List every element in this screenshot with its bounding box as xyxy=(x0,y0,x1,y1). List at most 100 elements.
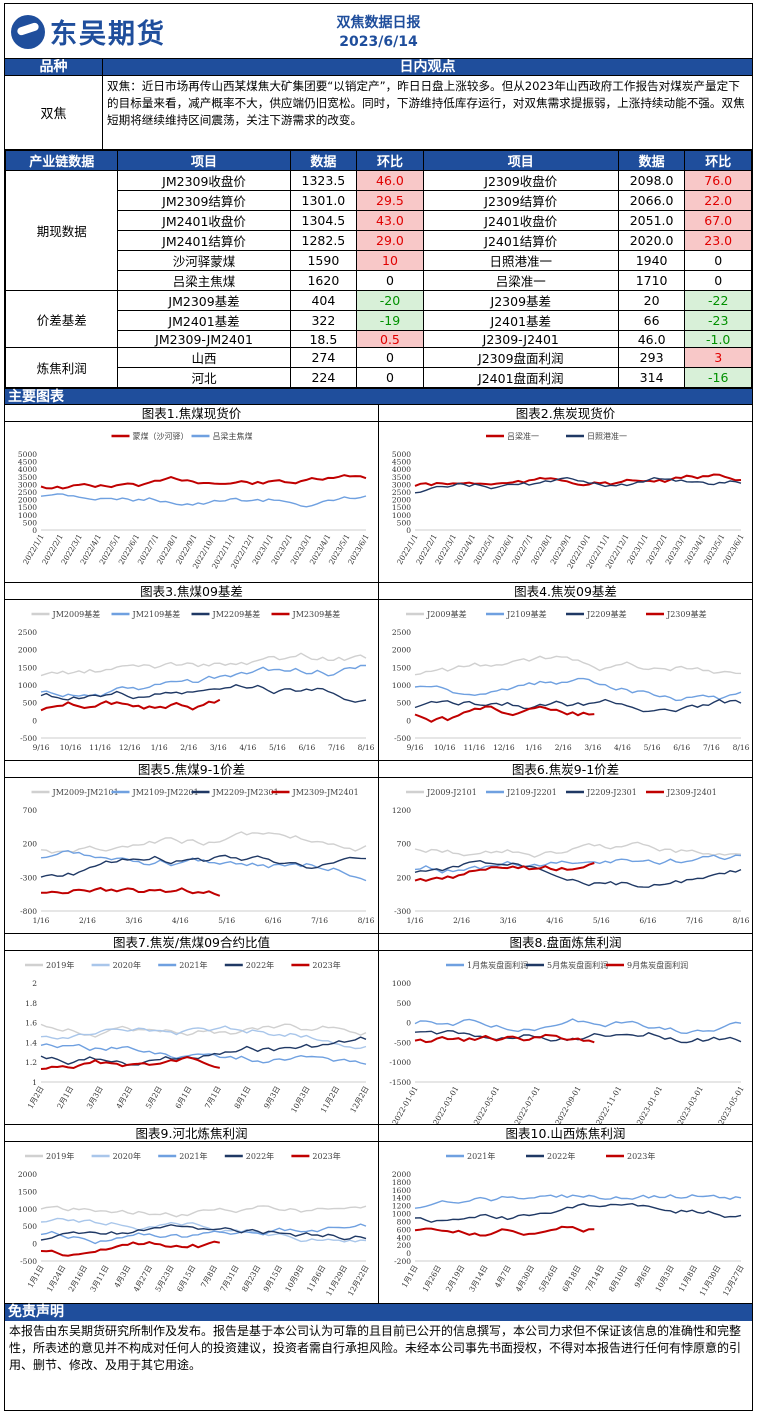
legend-label: JM2009基差 xyxy=(52,609,101,619)
table-row: 沙河驿蒙煤 1590 10 日照港准一 1940 0 xyxy=(6,250,752,271)
view-header-bar: 品种 日内观点 xyxy=(5,59,752,76)
legend-label: 吕梁主焦煤 xyxy=(213,431,253,441)
table-group-label: 价差基差 xyxy=(4,289,119,349)
chart-panel: 图表2.焦炭现货价 吕梁准一 日照港准一 5000 4500 4000 3500 3000 25… xyxy=(378,405,752,583)
series-line xyxy=(40,1043,367,1066)
x-tick-label: 2/16 xyxy=(180,743,197,752)
x-tick-label: 9月6日 xyxy=(633,1264,653,1290)
legend-label: 2022年 xyxy=(547,1151,575,1161)
report-page: 东吴期货 双焦数据日报 2023/6/14 品种 日内观点 双焦 双焦：近日市场… xyxy=(4,3,753,1411)
chart-title: 图表3.焦煤09基差 xyxy=(5,583,378,601)
table-cell: J2309盘面利润 xyxy=(422,347,619,369)
legend-label: 2019年 xyxy=(46,1151,74,1161)
legend-label: JM2209基差 xyxy=(212,609,261,619)
x-tick-label: 9/16 xyxy=(407,743,424,752)
x-tick-label: 2月19日 xyxy=(444,1264,466,1294)
x-tick-label: 4月2日 xyxy=(114,1085,134,1111)
x-tick-label: 3/16 xyxy=(584,743,601,752)
y-tick-label: 1000 xyxy=(392,1210,411,1219)
legend-label: J2109-J2201 xyxy=(506,788,557,797)
x-tick-label: 8月10日 xyxy=(607,1264,629,1294)
y-tick-label: 1 xyxy=(32,1078,37,1087)
series-line xyxy=(414,1226,595,1237)
x-tick-label: 10/16 xyxy=(60,743,82,752)
table-cell: J2309基差 xyxy=(422,290,619,311)
table-cell: 10 xyxy=(356,250,424,271)
chart-title: 图表8.盘面炼焦利润 xyxy=(379,934,752,952)
x-tick-label: 6/16 xyxy=(265,916,282,925)
y-tick-label: 1.4 xyxy=(25,1039,37,1048)
x-tick-label: 8/16 xyxy=(733,916,750,925)
table-row: 吕梁主焦煤 1620 0 吕梁准一 1710 0 xyxy=(6,270,752,291)
chart-plot: 蒙煤（沙河驿） 吕梁主焦煤5000450040003500300025002000… xyxy=(18,431,371,570)
x-tick-label: 3/16 xyxy=(125,916,142,925)
chart-panel: 图表9.河北炼焦利润 2019年 2020年 2021年 2022年 2023年 2000 1… xyxy=(5,1125,378,1303)
series-line xyxy=(414,1030,742,1044)
series-line xyxy=(414,860,742,889)
x-tick-label: 5/16 xyxy=(593,916,610,925)
y-tick-label: 1000 xyxy=(392,979,411,988)
series-line xyxy=(414,854,742,874)
chart-plot: 2019年 2020年 2021年 2022年 2023年 2000 1500 1000 500… xyxy=(18,1151,371,1298)
table-cell: 河北 xyxy=(117,367,291,389)
legend-label: J2309-J2401 xyxy=(666,788,717,797)
series-line xyxy=(414,1203,742,1224)
x-tick-label: 7/16 xyxy=(703,743,720,752)
table-cell: 日照港准一 xyxy=(422,250,619,271)
table-header-cell: 产业链数据 xyxy=(4,150,119,171)
table-cell: 46.0 xyxy=(617,329,686,349)
table-cell: 吕梁准一 xyxy=(422,270,619,291)
table-cell: 1282.5 xyxy=(289,230,358,251)
y-tick-label: 800 xyxy=(397,1218,412,1227)
table-cell: 322 xyxy=(289,310,358,331)
series-line xyxy=(414,1034,595,1044)
x-tick-label: 9月15日 xyxy=(262,1264,284,1294)
x-tick-label: 1月1日 xyxy=(400,1264,420,1290)
x-tick-label: 5/16 xyxy=(644,743,661,752)
y-tick-label: 2500 xyxy=(392,488,411,497)
x-tick-label: 3/16 xyxy=(500,916,517,925)
table-cell: 29.5 xyxy=(356,190,424,211)
y-tick-label: 500 xyxy=(397,519,412,528)
table-cell: 293 xyxy=(617,347,686,369)
table-cell: J2401收盘价 xyxy=(422,210,619,231)
y-tick-label: -200 xyxy=(394,1257,411,1266)
y-tick-label: -500 xyxy=(394,1039,411,1048)
table-cell: 1301.0 xyxy=(289,190,358,211)
series-line xyxy=(40,1217,367,1243)
series-line xyxy=(40,1224,367,1241)
y-tick-label: 2000 xyxy=(392,496,411,505)
table-cell: -16 xyxy=(684,367,752,389)
legend-label: JM2309基差 xyxy=(292,609,341,619)
y-tick-label: 1400 xyxy=(392,1194,411,1203)
chart-row: 图表9.河北炼焦利润 2019年 2020年 2021年 2022年 2023年 2000 1… xyxy=(5,1125,752,1305)
series-line xyxy=(40,652,367,677)
x-tick-label: 5月2日 xyxy=(144,1085,164,1111)
table-header-cell: 数据 xyxy=(617,150,686,171)
table-cell: 2020.0 xyxy=(617,230,686,251)
table-cell: 3 xyxy=(684,347,752,369)
y-tick-label: 4500 xyxy=(18,458,37,467)
x-tick-label: 10月3日 xyxy=(289,1085,311,1115)
x-tick-label: 4月7日 xyxy=(493,1264,513,1290)
daily-view-text: 双焦：近日市场再传山西某煤焦大矿集团要“以销定产”，昨日日盘上涨较多。但从202… xyxy=(107,79,745,127)
series-line xyxy=(414,678,742,702)
charts-section-bar: 主要图表 xyxy=(5,388,752,406)
x-tick-label: 8月1日 xyxy=(232,1085,252,1111)
legend-label: 蒙煤（沙河驿） xyxy=(133,431,189,441)
table-cell: J2401基差 xyxy=(422,310,619,331)
chart-title: 图表4.焦炭09基差 xyxy=(379,583,752,601)
x-tick-label: 3/16 xyxy=(210,743,227,752)
legend-label: 9月焦炭盘面利润 xyxy=(627,960,688,970)
x-tick-label: 2022-09-01 xyxy=(553,1085,582,1125)
y-tick-label: -500 xyxy=(20,1257,37,1266)
x-tick-label: 2月16日 xyxy=(67,1264,89,1294)
series-line xyxy=(40,1056,220,1071)
x-tick-label: 1/16 xyxy=(525,743,542,752)
table-group-label: 炼焦利润 xyxy=(4,347,119,389)
y-tick-label: 700 xyxy=(23,806,38,815)
x-tick-label: 12/16 xyxy=(119,743,141,752)
legend-label: 吕梁准一 xyxy=(507,431,539,441)
series-line xyxy=(414,473,742,488)
logo-text: 东吴期货 xyxy=(50,19,166,50)
